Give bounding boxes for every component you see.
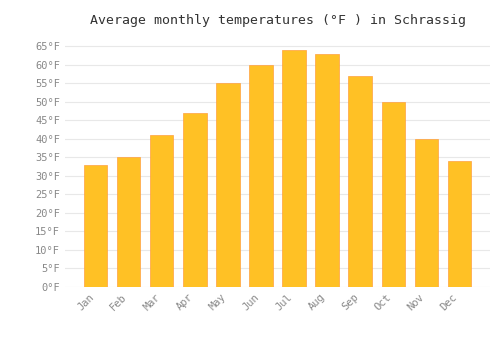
- Bar: [250, 65, 272, 287]
- Bar: [84, 165, 108, 287]
- Bar: [348, 76, 372, 287]
- Title: Average monthly temperatures (°F ) in Schrassig: Average monthly temperatures (°F ) in Sc…: [90, 14, 466, 27]
- Bar: [382, 102, 404, 287]
- Bar: [448, 161, 470, 287]
- Bar: [216, 83, 240, 287]
- Bar: [118, 157, 141, 287]
- Bar: [150, 135, 174, 287]
- Bar: [414, 139, 438, 287]
- Bar: [282, 50, 306, 287]
- Bar: [184, 113, 206, 287]
- Bar: [316, 54, 338, 287]
